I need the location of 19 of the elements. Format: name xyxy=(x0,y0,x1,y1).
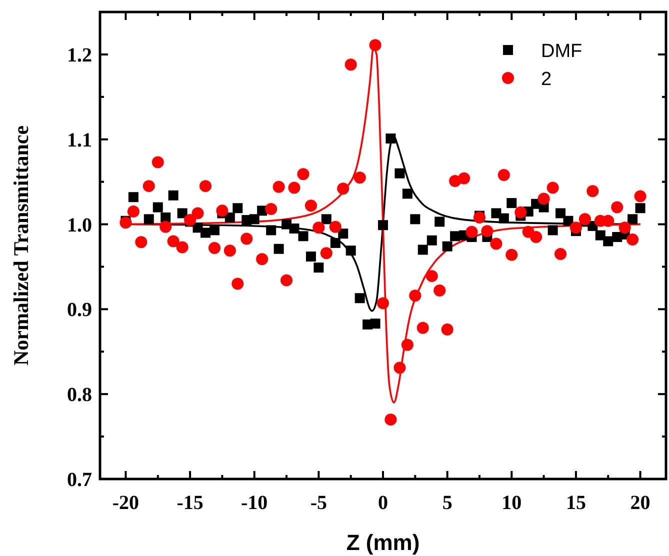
x-tick-label: -15 xyxy=(176,492,204,514)
x-tick-label: -10 xyxy=(241,492,268,514)
x-axis-title: Z (mm) xyxy=(346,530,420,555)
x-tick-label: 0 xyxy=(378,492,388,514)
legend-label: DMF xyxy=(541,41,582,62)
y-tick-label: 0.7 xyxy=(67,469,92,491)
y-tick-label: 0.8 xyxy=(67,384,92,406)
y-tick-label: 1.1 xyxy=(67,129,92,152)
x-tick-label: 20 xyxy=(630,492,650,514)
x-tick-label: -5 xyxy=(310,492,328,514)
legend-label: 2 xyxy=(541,69,552,90)
x-tick-label: 10 xyxy=(502,492,522,514)
y-axis-title: Normalized Transmittance xyxy=(9,125,33,366)
y-tick-label: 1.2 xyxy=(67,44,92,66)
x-tick-label: 5 xyxy=(442,492,452,514)
y-tick-label: 0.9 xyxy=(67,299,92,322)
x-tick-label: -20 xyxy=(112,492,140,514)
x-tick-label: 15 xyxy=(566,492,586,514)
y-tick-label: 1.0 xyxy=(67,214,92,236)
